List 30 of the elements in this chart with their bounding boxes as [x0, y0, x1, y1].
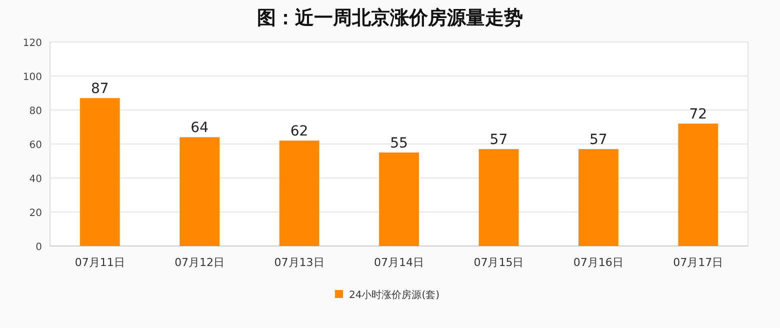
bar — [578, 149, 618, 246]
x-tick-label: 07月14日 — [374, 256, 424, 269]
data-label: 55 — [390, 136, 408, 152]
bar — [478, 149, 519, 246]
y-tick-label: 40 — [29, 174, 42, 185]
data-label: 72 — [689, 106, 708, 123]
data-label: 57 — [590, 132, 608, 148]
x-tick-label: 07月11日 — [74, 256, 125, 269]
y-tick-label: 0 — [36, 242, 42, 253]
y-tick-label: 120 — [22, 38, 42, 49]
legend-label: 24小时涨价房源(套) — [349, 289, 440, 301]
y-tick-label: 100 — [22, 72, 42, 83]
x-tick-label: 07月12日 — [174, 256, 225, 269]
bar — [379, 152, 419, 246]
bar — [279, 140, 320, 246]
x-tick-label: 07月17日 — [673, 256, 724, 269]
data-label: 64 — [190, 120, 209, 136]
y-tick-label: 20 — [29, 208, 42, 219]
y-tick-label: 60 — [29, 140, 42, 151]
y-tick-label: 80 — [29, 106, 42, 117]
bar — [678, 124, 718, 246]
chart-title: 图：近一周北京涨价房源量走势 — [257, 7, 523, 29]
bar — [180, 137, 220, 246]
data-label: 57 — [490, 132, 508, 148]
bar — [80, 98, 120, 246]
data-label: 62 — [290, 124, 308, 140]
x-tick-label: 07月16日 — [573, 256, 624, 269]
x-tick-label: 07月13日 — [274, 256, 324, 269]
data-label: 87 — [90, 81, 109, 98]
x-tick-label: 07月15日 — [474, 256, 524, 269]
